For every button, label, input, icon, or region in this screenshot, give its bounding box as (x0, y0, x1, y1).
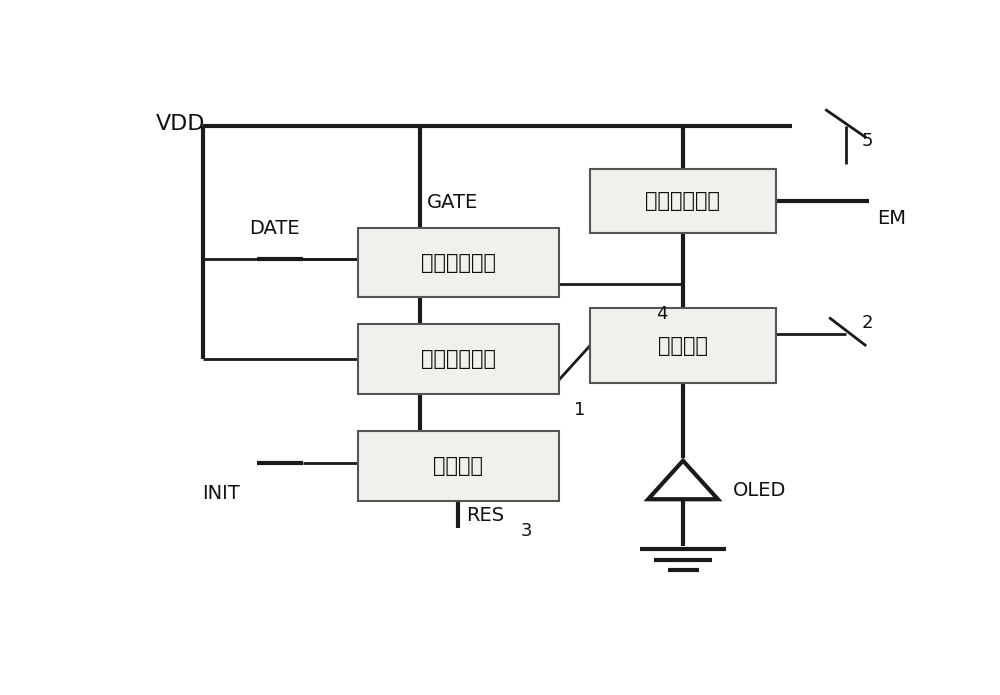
Bar (358, 228, 559, 297)
Bar (590, 169, 776, 234)
Text: 3: 3 (520, 522, 532, 540)
Text: OLED: OLED (733, 481, 787, 500)
Text: 发光控制单元: 发光控制单元 (646, 191, 720, 211)
Text: 复位单元: 复位单元 (433, 456, 483, 476)
Text: 1: 1 (574, 401, 586, 419)
Bar (590, 308, 776, 383)
Text: VDD: VDD (156, 113, 206, 133)
Text: DATE: DATE (249, 219, 300, 238)
Polygon shape (648, 461, 718, 499)
Text: 5: 5 (861, 131, 873, 149)
Text: EM: EM (877, 209, 906, 228)
Text: 驱动单元: 驱动单元 (658, 336, 708, 356)
Text: GATE: GATE (427, 193, 479, 212)
Text: 数据写入单元: 数据写入单元 (421, 253, 496, 272)
Text: 2: 2 (861, 313, 873, 332)
Bar (358, 324, 559, 394)
Bar (358, 431, 559, 501)
Text: 4: 4 (656, 305, 667, 323)
Text: 电荷存储单元: 电荷存储单元 (421, 349, 496, 369)
Text: RES: RES (466, 506, 504, 525)
Text: INIT: INIT (202, 484, 240, 503)
